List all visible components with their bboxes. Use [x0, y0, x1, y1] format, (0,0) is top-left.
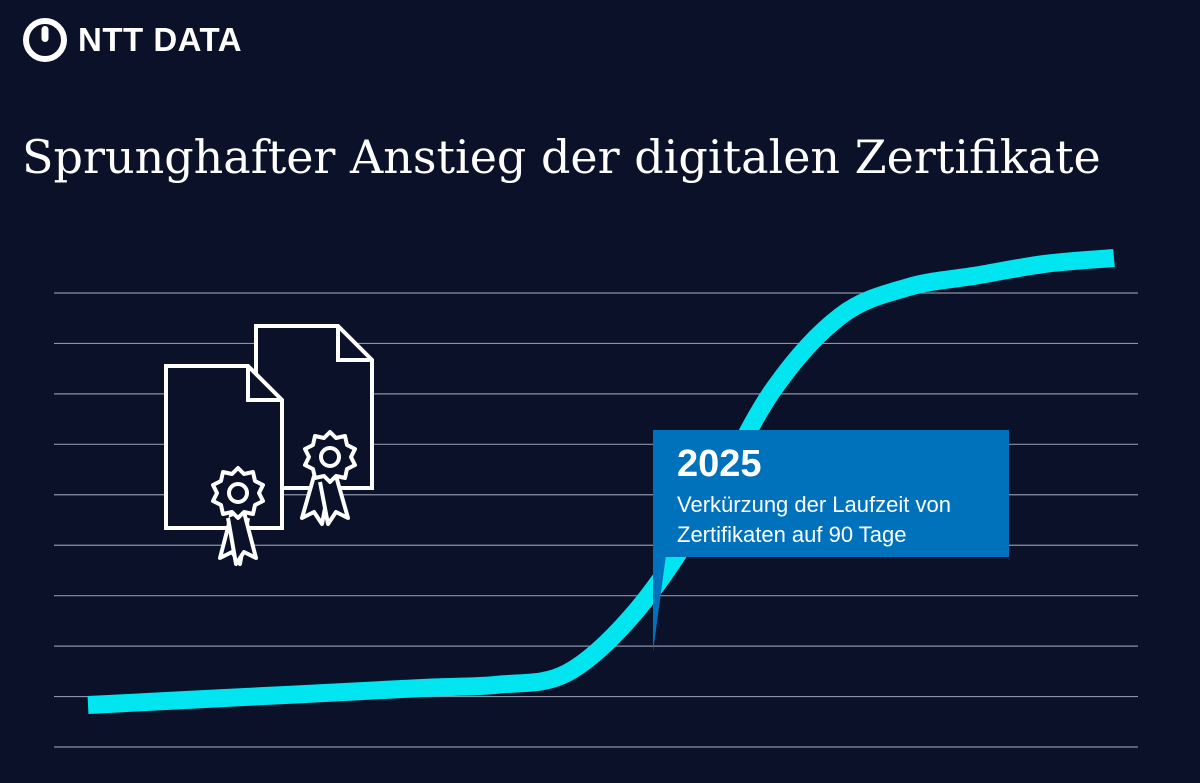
award-ribbon-icon: [211, 466, 265, 566]
award-ribbon-icon: [300, 430, 357, 526]
logo-text: NTT DATA: [78, 21, 243, 58]
annotation-callout: 2025 Verkürzung der Laufzeit von Zertifi…: [653, 430, 1009, 557]
chart-title: Sprunghafter Anstieg der digitalen Zerti…: [22, 130, 1101, 184]
brand-logo: NTT DATA: [22, 18, 242, 62]
callout-pointer: [653, 540, 668, 652]
growth-curve: [87, 249, 1115, 714]
callout-year: 2025: [677, 443, 762, 485]
ntt-data-logo-icon: [23, 18, 67, 62]
certificate-illustration: [164, 324, 374, 566]
callout-text: Verkürzung der Laufzeit von Zertifikaten…: [677, 492, 951, 547]
